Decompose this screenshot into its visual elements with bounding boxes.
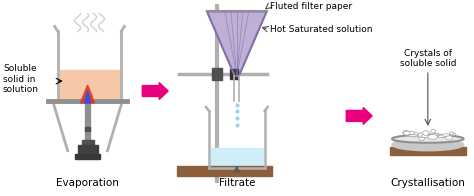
Bar xyxy=(177,166,272,176)
Text: Crystallisation: Crystallisation xyxy=(391,178,465,188)
Ellipse shape xyxy=(441,134,450,136)
Ellipse shape xyxy=(402,131,409,135)
Ellipse shape xyxy=(421,134,429,138)
Ellipse shape xyxy=(428,134,438,139)
Ellipse shape xyxy=(418,133,424,137)
Ellipse shape xyxy=(408,134,418,136)
FancyArrow shape xyxy=(346,107,372,124)
Ellipse shape xyxy=(395,135,461,143)
Ellipse shape xyxy=(419,136,425,141)
Bar xyxy=(230,69,238,79)
Polygon shape xyxy=(81,85,94,103)
Ellipse shape xyxy=(430,129,436,133)
Ellipse shape xyxy=(412,133,420,137)
Text: Hot Saturated solution: Hot Saturated solution xyxy=(270,25,372,34)
Bar xyxy=(60,70,119,101)
Ellipse shape xyxy=(446,136,453,140)
Polygon shape xyxy=(207,11,267,76)
Bar xyxy=(78,145,98,155)
Text: Filtrate: Filtrate xyxy=(219,178,255,188)
Text: Fluted filter paper: Fluted filter paper xyxy=(270,2,352,11)
Ellipse shape xyxy=(431,134,438,136)
Text: Soluble
solid in
solution: Soluble solid in solution xyxy=(3,64,39,94)
Bar xyxy=(234,76,239,101)
Ellipse shape xyxy=(392,139,464,151)
Polygon shape xyxy=(84,91,91,103)
Ellipse shape xyxy=(449,132,454,135)
Ellipse shape xyxy=(449,133,456,136)
FancyArrow shape xyxy=(142,83,168,100)
Bar xyxy=(85,127,90,131)
Ellipse shape xyxy=(422,131,429,135)
Bar xyxy=(85,103,90,141)
Text: Crystals of
soluble solid: Crystals of soluble solid xyxy=(400,49,456,68)
Ellipse shape xyxy=(403,131,410,135)
Bar xyxy=(212,68,222,80)
Bar xyxy=(390,147,465,155)
Text: Evaporation: Evaporation xyxy=(56,178,119,188)
Ellipse shape xyxy=(438,135,446,138)
Ellipse shape xyxy=(408,131,415,134)
Bar xyxy=(74,154,100,159)
Ellipse shape xyxy=(434,133,439,137)
Bar xyxy=(211,148,263,168)
Bar xyxy=(82,140,93,146)
